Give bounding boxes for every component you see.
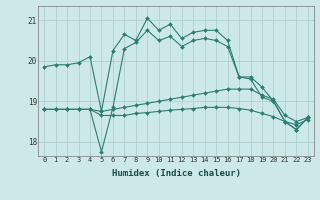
X-axis label: Humidex (Indice chaleur): Humidex (Indice chaleur) <box>111 169 241 178</box>
